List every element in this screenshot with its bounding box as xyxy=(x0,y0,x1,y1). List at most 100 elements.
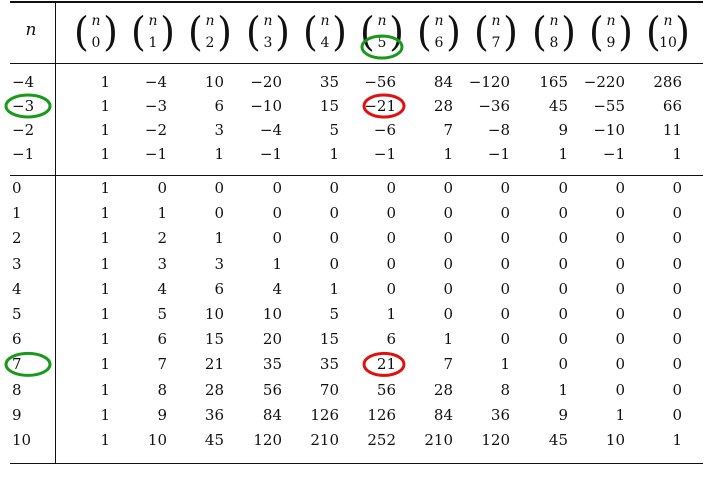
binomial-top: n xyxy=(377,13,387,29)
row-n-value: 8 xyxy=(12,380,22,399)
table-cell: 10 xyxy=(204,305,224,323)
table-cell: 286 xyxy=(653,73,682,91)
table-cell: 165 xyxy=(539,73,568,91)
table-cell: 1 xyxy=(329,145,339,163)
table-row: 4 1 4 6 4 1 0 0 0 0 0 0 xyxy=(0,278,715,300)
binomial-header-k1: (n 1) xyxy=(129,7,177,59)
table-cell: 0 xyxy=(672,330,682,349)
table-cell: 84 xyxy=(262,405,282,424)
binomial-top: n xyxy=(205,13,215,29)
table-cell: 0 xyxy=(558,254,568,273)
table-row: 9 1 9 36 84 126 126 84 36 9 1 0 xyxy=(0,404,715,426)
table-cell: 70 xyxy=(319,380,339,399)
table-cell: −1 xyxy=(602,145,625,163)
binomial-top: n xyxy=(606,13,616,29)
table-cell: 28 xyxy=(204,380,224,399)
table-cell: 1 xyxy=(558,145,568,163)
table-row: 0 1 0 0 0 0 0 0 0 0 0 0 xyxy=(0,177,715,199)
table-cell: 8 xyxy=(500,380,510,399)
table-cell: 21 xyxy=(204,355,224,374)
table-cell: 120 xyxy=(253,431,282,449)
row-n-value: −4 xyxy=(12,73,35,91)
table-cell: 0 xyxy=(558,204,568,223)
table-cell: 126 xyxy=(310,405,339,424)
table-cell: 1 xyxy=(100,279,110,298)
table-cell: 0 xyxy=(672,355,682,374)
table-cell: −20 xyxy=(250,73,282,91)
table-cell: 7 xyxy=(157,355,167,374)
table-cell: 1 xyxy=(672,145,682,163)
table-cell: 21 xyxy=(376,355,396,374)
table-cell: 0 xyxy=(272,179,282,197)
table-cell: 45 xyxy=(548,431,568,449)
binomial-bottom-k: 3 xyxy=(263,35,273,51)
green-highlight-row-7 xyxy=(4,351,52,377)
table-cell: 6 xyxy=(214,97,224,115)
table-cell: 126 xyxy=(367,405,396,424)
green-highlight-row-minus3 xyxy=(4,93,52,119)
table-cell: −1 xyxy=(487,145,510,163)
binomial-header-k3: (n 3) xyxy=(244,7,292,59)
binomial-top: n xyxy=(663,13,673,29)
table-cell: 6 xyxy=(157,330,167,349)
table-cell: 1 xyxy=(100,97,110,115)
row-n-value: 2 xyxy=(12,229,22,248)
table-cell: 0 xyxy=(615,179,625,197)
table-cell: 9 xyxy=(558,405,568,424)
table-cell: −55 xyxy=(593,97,625,115)
table-cell: −1 xyxy=(259,145,282,163)
table-cell: 0 xyxy=(558,229,568,248)
binomial-top: n xyxy=(320,13,330,29)
table-cell: 15 xyxy=(204,330,224,349)
left-paren: ( xyxy=(417,8,432,56)
table-cell: 35 xyxy=(262,355,282,374)
table-cell: 6 xyxy=(214,279,224,298)
binomial-top: n xyxy=(91,13,101,29)
table-cell: 20 xyxy=(262,330,282,349)
left-paren: ( xyxy=(131,8,146,56)
table-cell: 0 xyxy=(672,405,682,424)
right-paren: ) xyxy=(618,8,633,56)
right-paren: ) xyxy=(332,8,347,56)
binomial-header-k4: (n 4) xyxy=(301,7,349,59)
binomial-bottom-k: 10 xyxy=(659,35,677,51)
table-cell: 8 xyxy=(157,380,167,399)
left-paren: ( xyxy=(532,8,547,56)
table-cell: −56 xyxy=(364,73,396,91)
left-paren: ( xyxy=(589,8,604,56)
binomial-bottom-k: 7 xyxy=(491,35,501,51)
table-cell: 0 xyxy=(615,279,625,298)
table-cell: 45 xyxy=(204,431,224,449)
right-paren: ) xyxy=(561,8,576,56)
table-cell: 1 xyxy=(100,355,110,374)
row-n-value: 5 xyxy=(12,305,22,323)
table-cell: 6 xyxy=(386,330,396,349)
table-cell: 45 xyxy=(548,97,568,115)
table-cell: 1 xyxy=(100,254,110,273)
table-cell: 1 xyxy=(100,121,110,139)
table-cell: 0 xyxy=(386,229,396,248)
table-cell: −10 xyxy=(250,97,282,115)
table-cell: 0 xyxy=(214,204,224,223)
table-cell: 66 xyxy=(662,97,682,115)
table-cell: 0 xyxy=(672,229,682,248)
right-paren: ) xyxy=(675,8,690,56)
table-row: 8 1 8 28 56 70 56 28 8 1 0 0 xyxy=(0,379,715,401)
binomial-header-k10: (n 10) xyxy=(644,7,692,59)
table-cell: 1 xyxy=(100,204,110,223)
right-paren: ) xyxy=(275,8,290,56)
binomial-header-k7: (n 7) xyxy=(472,7,520,59)
left-paren: ( xyxy=(646,8,661,56)
table-cell: 0 xyxy=(272,204,282,223)
table-cell: 0 xyxy=(558,279,568,298)
red-highlight-value-21 xyxy=(362,351,406,377)
table-cell: 0 xyxy=(672,380,682,399)
table-cell: 1 xyxy=(100,145,110,163)
table-cell: −4 xyxy=(144,73,167,91)
row-n-value: 10 xyxy=(12,431,32,449)
table-cell: −120 xyxy=(468,73,510,91)
table-cell: 1 xyxy=(214,229,224,248)
table-cell: 11 xyxy=(662,121,682,139)
